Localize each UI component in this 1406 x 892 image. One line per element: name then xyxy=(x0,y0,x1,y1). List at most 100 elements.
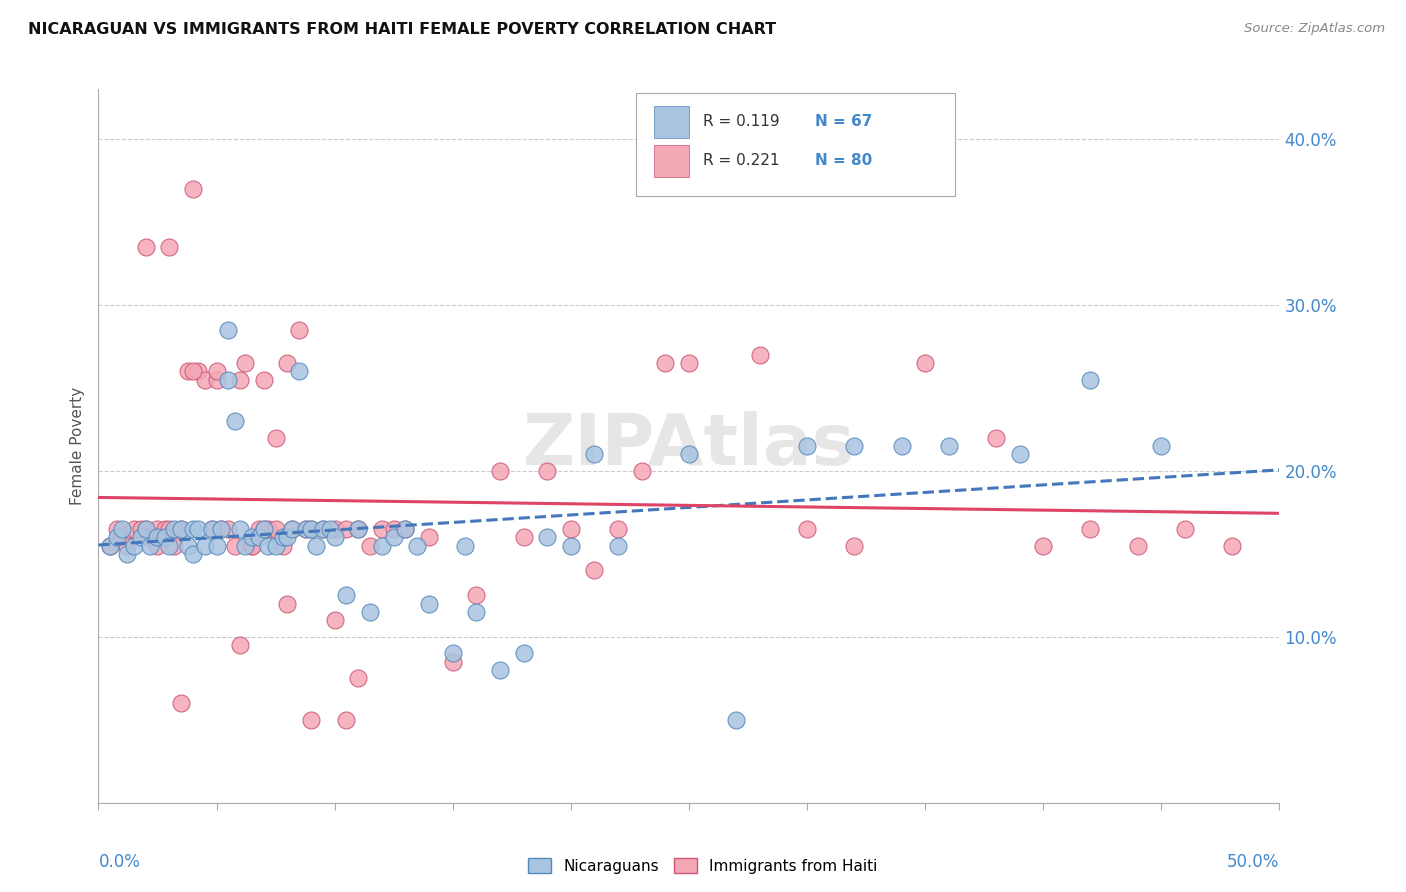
Point xyxy=(153,522,176,536)
Point xyxy=(394,522,416,536)
Point xyxy=(146,530,169,544)
Point xyxy=(163,522,186,536)
Point xyxy=(217,373,239,387)
Point xyxy=(382,522,405,536)
Point xyxy=(1032,539,1054,553)
Point xyxy=(288,323,311,337)
Point xyxy=(312,522,335,536)
Point xyxy=(135,522,157,536)
Point xyxy=(129,530,152,544)
Point xyxy=(205,364,228,378)
Point xyxy=(157,522,180,536)
Point xyxy=(465,605,488,619)
Point xyxy=(177,539,200,553)
Point xyxy=(253,522,276,536)
Point xyxy=(441,655,464,669)
Point xyxy=(335,713,357,727)
Point xyxy=(170,696,193,710)
Point xyxy=(229,638,252,652)
Point xyxy=(181,364,204,378)
Point xyxy=(224,539,246,553)
Text: R = 0.119: R = 0.119 xyxy=(703,114,780,129)
FancyBboxPatch shape xyxy=(654,105,689,137)
Point xyxy=(914,356,936,370)
Text: 0.0%: 0.0% xyxy=(98,853,141,871)
Point xyxy=(299,713,322,727)
Point xyxy=(1220,539,1243,553)
Point xyxy=(201,522,224,536)
Point xyxy=(844,439,866,453)
Point xyxy=(418,597,440,611)
Point xyxy=(240,539,263,553)
Point xyxy=(276,530,298,544)
Point xyxy=(264,522,287,536)
Point xyxy=(224,414,246,428)
Point xyxy=(796,439,818,453)
Y-axis label: Female Poverty: Female Poverty xyxy=(70,387,86,505)
Point xyxy=(257,522,280,536)
Point xyxy=(209,522,232,536)
Point xyxy=(312,522,335,536)
Point xyxy=(153,530,176,544)
Point xyxy=(536,530,558,544)
Point xyxy=(418,530,440,544)
Point xyxy=(453,539,475,553)
Point xyxy=(276,356,298,370)
Point xyxy=(359,539,381,553)
Point xyxy=(247,522,270,536)
Point xyxy=(163,539,186,553)
Point xyxy=(247,530,270,544)
Point xyxy=(630,464,652,478)
Point xyxy=(299,522,322,536)
Point xyxy=(295,522,318,536)
Point xyxy=(181,522,204,536)
Point xyxy=(489,663,512,677)
Point xyxy=(135,240,157,254)
Point xyxy=(654,356,676,370)
Text: NICARAGUAN VS IMMIGRANTS FROM HAITI FEMALE POVERTY CORRELATION CHART: NICARAGUAN VS IMMIGRANTS FROM HAITI FEMA… xyxy=(28,22,776,37)
Point xyxy=(146,539,169,553)
Point xyxy=(129,522,152,536)
Point xyxy=(560,539,582,553)
Point xyxy=(371,539,394,553)
Text: 50.0%: 50.0% xyxy=(1227,853,1279,871)
Point xyxy=(111,522,134,536)
Point xyxy=(512,647,534,661)
Point xyxy=(187,364,209,378)
Point xyxy=(1126,539,1149,553)
Point xyxy=(678,356,700,370)
Point xyxy=(984,431,1007,445)
Point xyxy=(253,522,276,536)
Point xyxy=(678,447,700,461)
Point xyxy=(229,522,252,536)
Point xyxy=(181,547,204,561)
Point xyxy=(115,547,138,561)
Point xyxy=(371,522,394,536)
Point xyxy=(187,522,209,536)
Text: Source: ZipAtlas.com: Source: ZipAtlas.com xyxy=(1244,22,1385,36)
Text: ZIPAtlas: ZIPAtlas xyxy=(523,411,855,481)
Point xyxy=(1150,439,1173,453)
Point xyxy=(382,530,405,544)
Point xyxy=(181,182,204,196)
Point xyxy=(194,373,217,387)
Point xyxy=(1080,373,1102,387)
Point xyxy=(536,464,558,478)
Point xyxy=(264,539,287,553)
Point xyxy=(748,348,770,362)
Point xyxy=(335,522,357,536)
Point xyxy=(209,522,232,536)
Point xyxy=(359,605,381,619)
Point xyxy=(264,431,287,445)
Point xyxy=(844,539,866,553)
Point xyxy=(98,539,121,553)
Point xyxy=(406,539,429,553)
Point xyxy=(725,713,748,727)
Point xyxy=(347,522,370,536)
Point xyxy=(111,530,134,544)
Point xyxy=(1008,447,1031,461)
Point xyxy=(938,439,960,453)
Point xyxy=(146,522,169,536)
Point xyxy=(115,539,138,553)
Point xyxy=(233,356,256,370)
